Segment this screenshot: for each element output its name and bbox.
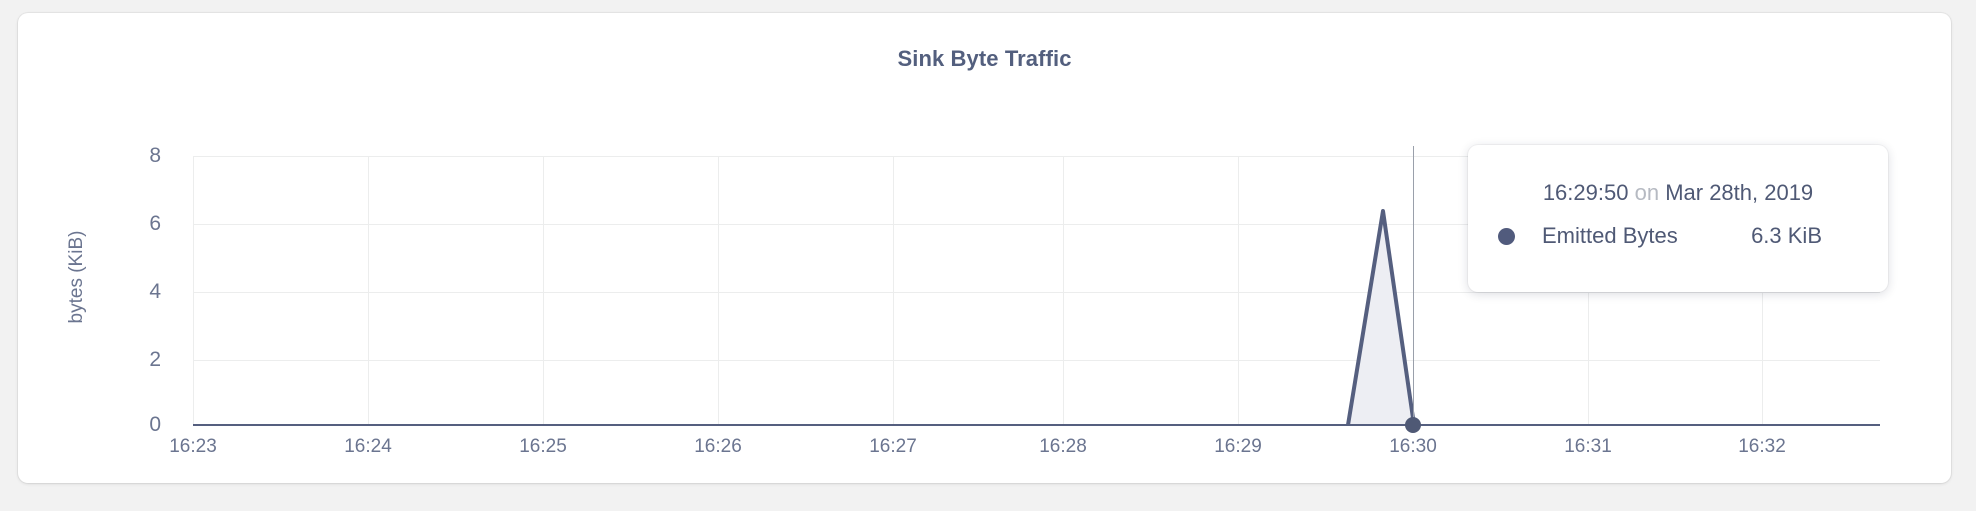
y-tick-label: 8 <box>149 144 161 167</box>
gridline-vertical-8 <box>1413 156 1414 426</box>
x-tick-label: 16:24 <box>344 436 392 457</box>
x-tick-label: 16:31 <box>1564 436 1612 457</box>
chart-tooltip[interactable]: 16:29:50 on Mar 28th, 2019 Emitted Bytes… <box>1468 145 1888 292</box>
x-tick-label: 16:25 <box>519 436 567 457</box>
y-tick-label: 4 <box>149 280 161 303</box>
x-tick-label: 16:32 <box>1738 436 1786 457</box>
x-tick-label: 16:30 <box>1389 436 1437 457</box>
tooltip-on-label: on <box>1634 180 1660 205</box>
gridline-vertical-3 <box>543 156 544 426</box>
y-axis-ticks: 8 6 4 2 0 <box>113 13 161 511</box>
plot-area: bytes (KiB) 8 6 4 2 0 16:23 16:24 16:25 … <box>18 13 1976 511</box>
tooltip-series-label: Emitted Bytes <box>1542 223 1678 248</box>
gridline-vertical-5 <box>893 156 894 426</box>
chart-card: Sink Byte Traffic <box>18 13 1951 483</box>
gridline-vertical-2 <box>368 156 369 426</box>
tooltip-timestamp: 16:29:50 on Mar 28th, 2019 <box>1468 180 1888 206</box>
gridline-horizontal-4 <box>193 292 1880 293</box>
x-tick-label: 16:23 <box>169 436 217 457</box>
gridline-vertical-4 <box>718 156 719 426</box>
x-axis-line <box>193 424 1880 426</box>
tooltip-time: 16:29:50 <box>1542 180 1629 205</box>
crosshair-line <box>1413 146 1414 425</box>
x-tick-label: 16:28 <box>1039 436 1087 457</box>
series-color-dot-icon <box>1498 227 1515 245</box>
tooltip-date: Mar 28th, 2019 <box>1665 180 1814 205</box>
y-tick-label: 0 <box>149 413 161 436</box>
tooltip-series-row: Emitted Bytes 6.3 KiB <box>1498 223 1858 249</box>
page-title: Sink Byte Traffic <box>897 46 1072 71</box>
hover-point-marker[interactable] <box>1405 417 1421 433</box>
tooltip-series-value: 6.3 KiB <box>1751 223 1822 248</box>
gridline-horizontal-2 <box>193 360 1880 361</box>
gridline-vertical-7 <box>1238 156 1239 426</box>
y-tick-label: 2 <box>149 348 161 371</box>
gridline-vertical-6 <box>1063 156 1064 426</box>
y-axis-title: bytes (KiB) <box>66 230 87 324</box>
y-tick-label: 6 <box>149 212 161 235</box>
x-tick-label: 16:26 <box>694 436 742 457</box>
chart-panel-root: Sink Byte Traffic <box>18 13 1951 483</box>
x-tick-label: 16:29 <box>1214 436 1262 457</box>
gridline-vertical-1 <box>193 156 194 426</box>
x-tick-label: 16:27 <box>869 436 917 457</box>
